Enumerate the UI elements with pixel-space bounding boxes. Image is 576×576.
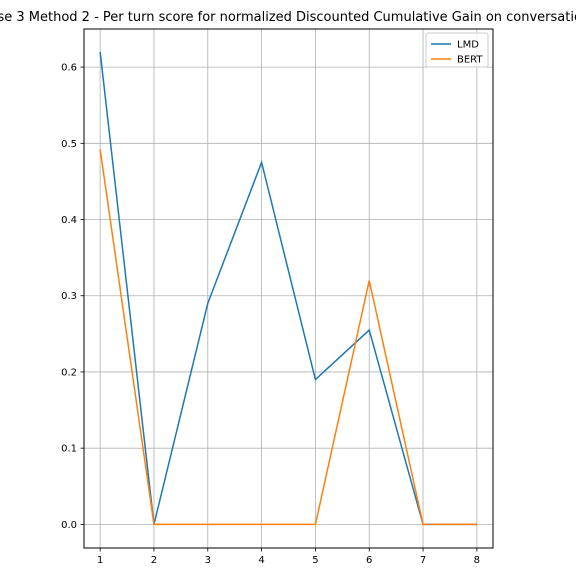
x-tick-label: 4: [258, 555, 264, 566]
grid: [84, 29, 493, 548]
plot-area-frame: [83, 28, 494, 549]
legend-label-bert: BERT: [457, 55, 483, 66]
x-tick-label: 2: [151, 555, 157, 566]
x-axis: 1 2 3 4 5 6 7 8: [97, 548, 480, 566]
y-tick-label: 0.5: [61, 139, 77, 150]
chart-title: Phase 3 Method 2 - Per turn score for no…: [0, 10, 576, 25]
series-line-bert: [99, 149, 477, 526]
x-tick-label: 8: [474, 555, 480, 566]
y-axis: 0.0 0.1 0.2 0.3 0.4 0.5 0.6: [61, 63, 84, 531]
x-tick-label: 5: [312, 555, 318, 566]
y-tick-label: 0.0: [61, 520, 77, 531]
legend: LMD BERT: [425, 32, 489, 68]
legend-label-lmd: LMD: [457, 40, 479, 51]
x-tick-label: 7: [420, 555, 426, 566]
series-line-lmd: [99, 51, 477, 526]
y-tick-label: 0.6: [61, 63, 77, 74]
x-tick-label: 6: [366, 555, 372, 566]
y-tick-label: 0.1: [61, 444, 77, 455]
y-tick-label: 0.4: [61, 215, 77, 226]
x-tick-label: 3: [205, 555, 211, 566]
series-lines: [99, 51, 477, 526]
y-tick-label: 0.2: [61, 367, 77, 378]
y-tick-label: 0.3: [61, 291, 77, 302]
x-tick-label: 1: [97, 555, 103, 566]
